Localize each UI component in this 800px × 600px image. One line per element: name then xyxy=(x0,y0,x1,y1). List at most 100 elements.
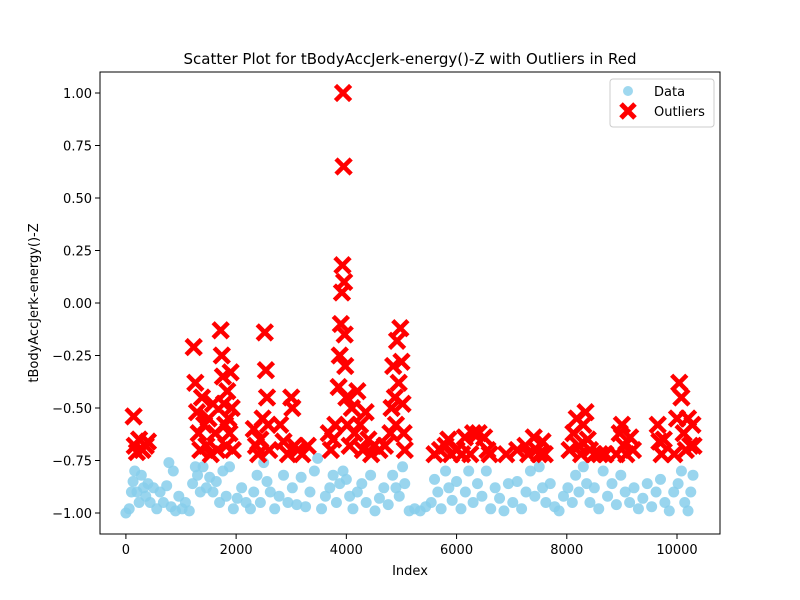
data-point xyxy=(210,476,222,487)
y-axis: −1.00 −0.75 −0.50 −0.25 0.00 0.25 0.50 0.75 1.00 xyxy=(52,87,100,522)
data-point xyxy=(606,478,618,490)
outlier-point xyxy=(186,373,205,392)
data-point xyxy=(463,465,475,477)
outlier-point xyxy=(683,415,702,434)
outlier-point xyxy=(248,445,268,464)
y-tick-label: 1.00 xyxy=(63,87,92,102)
data-point xyxy=(619,486,631,498)
data-point xyxy=(356,478,368,490)
outlier-point xyxy=(455,428,475,447)
data-point xyxy=(330,497,342,508)
outlier-point xyxy=(670,373,689,392)
outlier-point xyxy=(496,445,516,464)
data-point xyxy=(244,503,256,515)
outlier-point xyxy=(213,367,233,386)
outlier-point xyxy=(223,440,242,460)
data-point xyxy=(282,497,294,508)
data-point xyxy=(123,503,135,515)
data-point xyxy=(429,473,441,485)
outlier-point xyxy=(220,424,239,443)
data-point xyxy=(382,499,394,511)
outlier-point xyxy=(652,445,671,464)
outlier-point xyxy=(184,337,203,357)
outlier-point xyxy=(298,436,317,455)
outlier-point xyxy=(334,157,353,176)
data-point xyxy=(369,505,381,517)
data-point xyxy=(646,501,658,513)
data-point xyxy=(179,497,191,508)
outlier-point xyxy=(255,323,274,342)
data-point xyxy=(269,503,281,515)
data-point xyxy=(183,505,195,517)
x-tick-label: 10000 xyxy=(656,543,697,558)
data-point xyxy=(632,503,644,515)
data-point xyxy=(679,497,691,508)
data-point xyxy=(675,465,687,477)
data-point xyxy=(251,469,263,481)
data-point xyxy=(476,490,488,502)
data-point xyxy=(248,486,260,498)
data-point xyxy=(615,469,627,481)
outlier-point xyxy=(384,356,403,376)
outlier-point xyxy=(654,430,673,449)
data-point xyxy=(261,476,273,487)
data-point xyxy=(511,476,523,487)
outlier-point xyxy=(461,445,480,464)
outlier-point xyxy=(257,388,277,407)
data-point xyxy=(659,497,671,508)
data-point xyxy=(451,476,463,487)
outlier-point xyxy=(524,428,543,447)
data-point xyxy=(295,471,307,483)
outlier-point xyxy=(323,430,343,449)
data-point xyxy=(373,492,385,504)
data-point xyxy=(435,503,447,515)
data-point xyxy=(685,486,697,498)
data-point xyxy=(324,482,336,494)
outlier-point xyxy=(208,440,227,460)
data-point xyxy=(378,482,390,494)
outlier-point xyxy=(334,272,354,292)
legend-outliers-label: Outliers xyxy=(654,105,705,120)
data-point xyxy=(347,503,359,515)
data-point xyxy=(682,505,694,517)
outlier-point xyxy=(258,415,278,434)
data-point xyxy=(286,482,298,494)
x-axis-label: Index xyxy=(392,564,428,579)
data-point xyxy=(520,486,532,498)
data-point xyxy=(553,505,565,517)
data-point xyxy=(494,492,506,504)
data-point xyxy=(628,482,640,494)
data-point xyxy=(327,469,339,481)
data-point xyxy=(485,503,497,515)
outlier-point xyxy=(576,403,595,422)
outlier-point xyxy=(333,256,352,275)
outlier-point xyxy=(256,361,276,380)
outlier-point xyxy=(681,436,700,455)
data-point xyxy=(387,469,399,481)
data-point xyxy=(570,469,582,481)
data-point xyxy=(446,494,458,506)
data-point xyxy=(593,503,605,515)
data-point xyxy=(641,478,653,490)
data-point xyxy=(197,461,209,473)
outlier-point xyxy=(199,409,218,428)
legend-box xyxy=(609,78,715,128)
data-point xyxy=(584,497,596,508)
x-tick-label: 2000 xyxy=(220,543,253,558)
outlier-point xyxy=(222,398,241,418)
outlier-point xyxy=(197,436,216,455)
legend-data-label: Data xyxy=(654,85,685,100)
outlier-point xyxy=(623,440,643,460)
data-point xyxy=(224,461,236,473)
outlier-point xyxy=(353,440,373,460)
outlier-point xyxy=(333,83,353,103)
outlier-point xyxy=(192,388,212,407)
x-tick-label: 4000 xyxy=(330,543,363,558)
data-point xyxy=(533,461,545,473)
data-point xyxy=(365,469,377,481)
data-point xyxy=(393,490,405,502)
data-point xyxy=(236,482,248,494)
data-point xyxy=(602,490,614,502)
data-point xyxy=(319,490,331,502)
data-point xyxy=(668,486,680,498)
